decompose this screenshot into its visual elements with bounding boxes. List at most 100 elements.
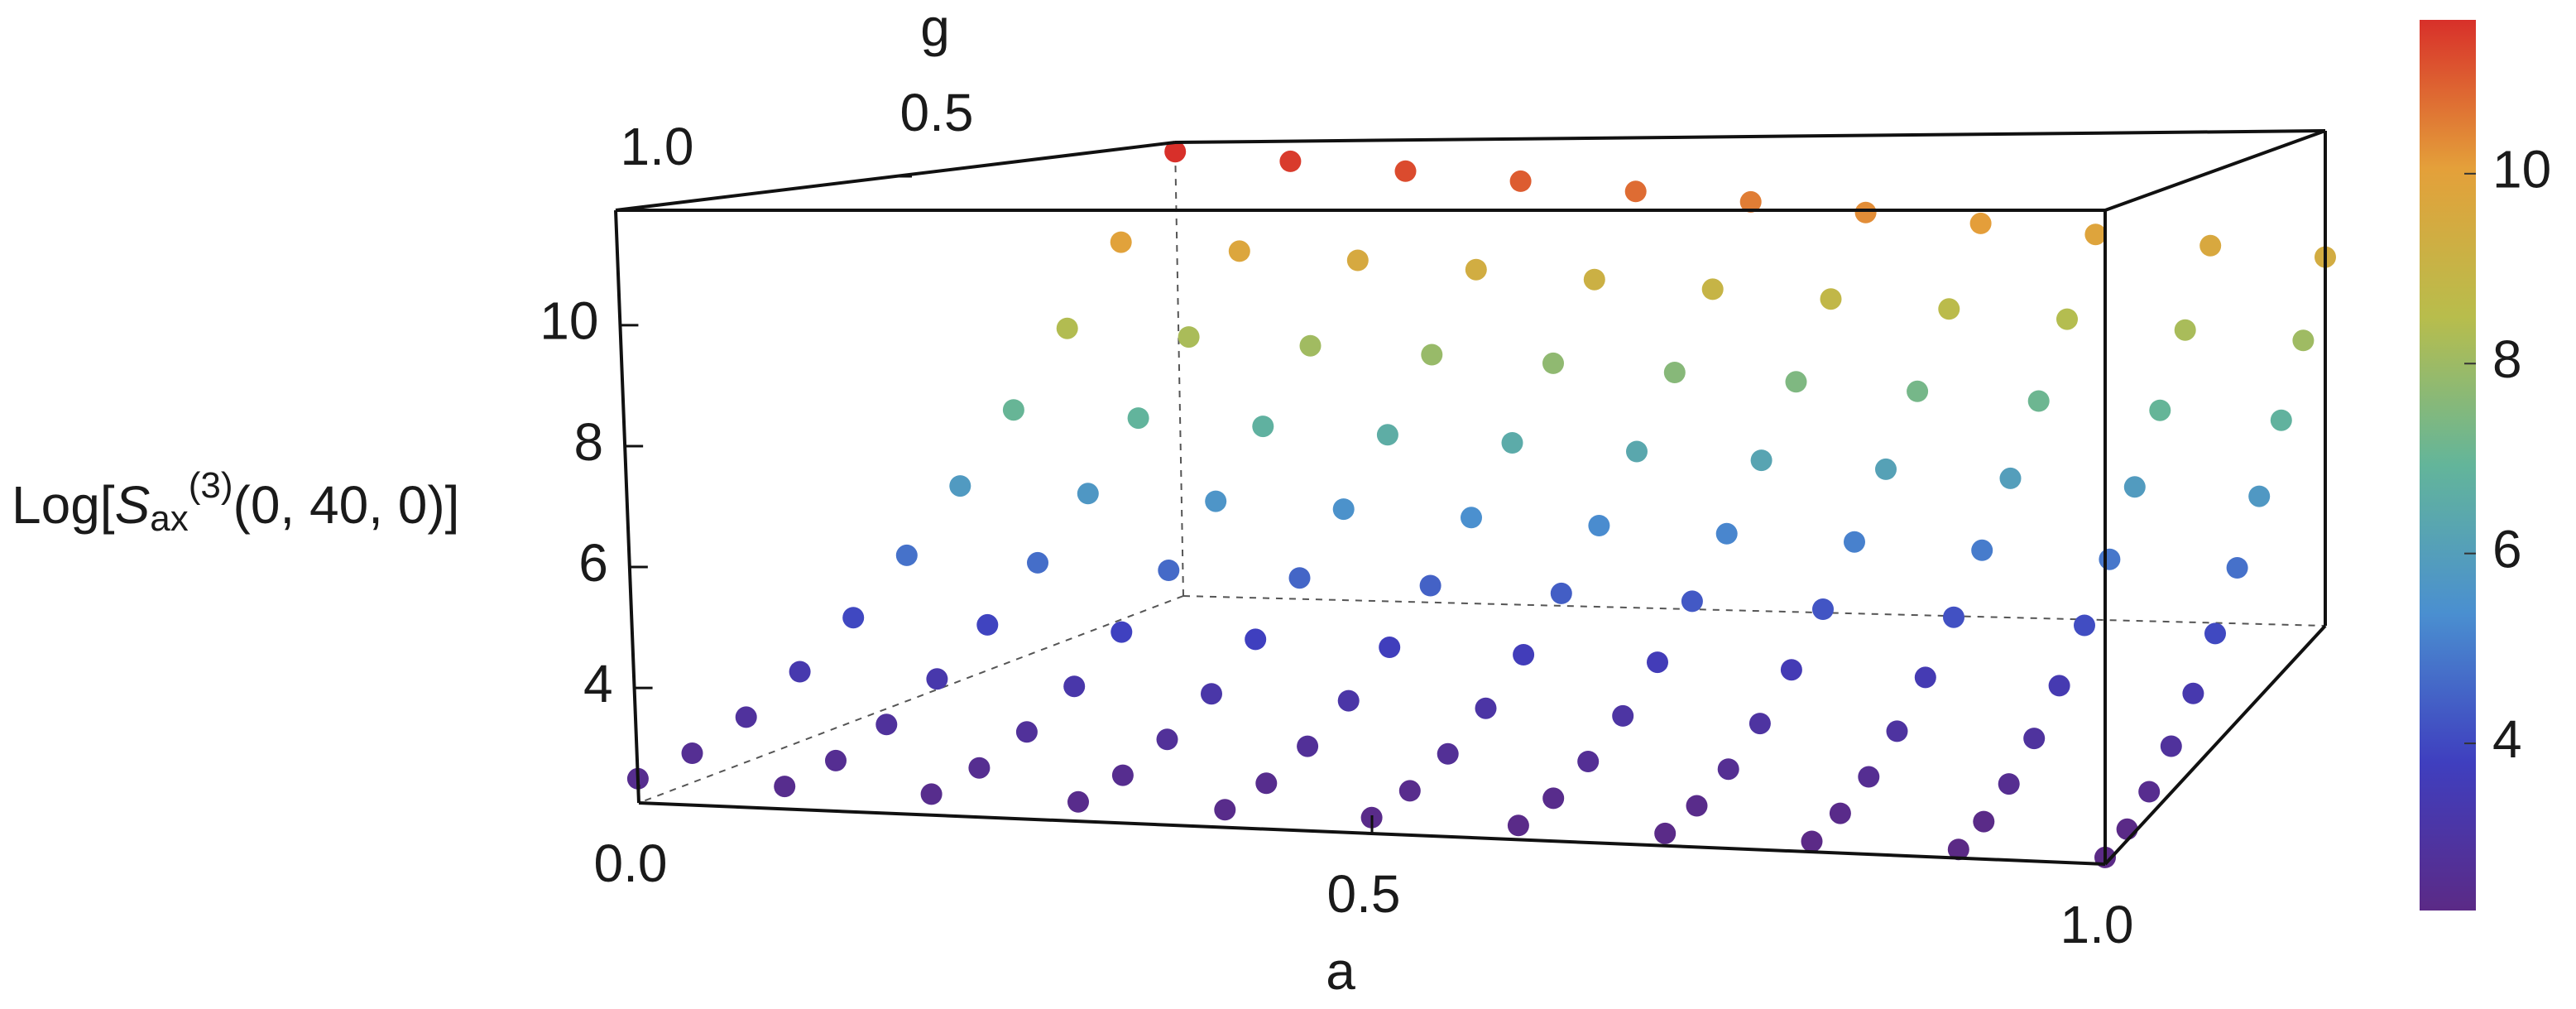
data-point (2199, 234, 2222, 257)
data-point (1998, 773, 2020, 795)
data-point (1509, 170, 1532, 192)
data-point (1588, 515, 1610, 536)
data-point (1914, 666, 1936, 689)
data-point (1475, 697, 1497, 719)
data-point (1626, 440, 1648, 463)
data-point (2248, 485, 2271, 507)
data-point (1245, 628, 1267, 651)
data-point (1947, 838, 1969, 861)
data-point (1002, 399, 1024, 421)
box-edge (638, 595, 1184, 804)
data-point (926, 668, 948, 690)
data-point (789, 661, 811, 683)
data-point (1612, 704, 1634, 727)
data-point (1398, 780, 1421, 802)
data-point (1111, 621, 1133, 643)
data-point (1507, 814, 1529, 837)
data-point (1158, 560, 1180, 581)
data-point (2023, 728, 2046, 750)
box-edge (1174, 129, 2326, 144)
data-point (1110, 231, 1132, 253)
data-point (1376, 424, 1398, 446)
data-point (1279, 150, 1302, 172)
data-point (1550, 582, 1572, 604)
data-point (2123, 476, 2146, 498)
data-point (2160, 735, 2182, 757)
data-point (968, 757, 991, 779)
data-point (1542, 352, 1564, 374)
data-point (895, 544, 918, 566)
data-point (1654, 822, 1677, 844)
data-point (1749, 713, 1771, 735)
data-point (1686, 795, 1708, 817)
data-point (2048, 675, 2070, 697)
data-point (1056, 317, 1078, 339)
data-point (1214, 799, 1236, 821)
data-point (1127, 407, 1149, 430)
data-point (2138, 781, 2161, 803)
data-point (920, 783, 943, 805)
z-label-part: S (115, 475, 151, 535)
data-point (1288, 567, 1311, 589)
z-label-part: ax (150, 498, 188, 539)
data-point (2116, 818, 2138, 840)
y-axis-label: g (920, 0, 950, 57)
box-edge (614, 209, 640, 804)
data-point (1943, 606, 1964, 628)
z-label-part: Log[ (12, 475, 115, 535)
data-point (1542, 787, 1565, 810)
data-point (949, 475, 971, 497)
data-point (875, 714, 898, 736)
box-edge (2104, 129, 2326, 212)
data-point (774, 776, 796, 798)
x-tick-label: 1.0 (2060, 895, 2134, 954)
data-point (2084, 223, 2107, 246)
x-tick-label: 0.0 (594, 834, 668, 893)
data-point (1337, 689, 1360, 712)
colorbar-tick-label: 6 (2492, 520, 2522, 579)
data-point (1299, 334, 1322, 357)
data-point (1419, 574, 1442, 597)
box-edge (2103, 624, 2327, 866)
data-point (2182, 682, 2204, 704)
data-point (1015, 721, 1038, 743)
data-point (1973, 810, 1995, 833)
data-point (1701, 278, 1724, 300)
data-point (1379, 637, 1401, 658)
data-point (1750, 449, 1772, 472)
data-point (1971, 539, 1993, 561)
data-point (1111, 764, 1134, 786)
data-point (1027, 551, 1048, 574)
data-point (1461, 507, 1482, 529)
data-point (1252, 416, 1274, 438)
data-point (1077, 483, 1099, 505)
data-point (1205, 490, 1227, 512)
data-point (1421, 344, 1443, 366)
z-label-part: (0, 40, 0)] (233, 475, 460, 535)
y-tick-label: 0.5 (900, 83, 974, 142)
data-point (1858, 766, 1880, 788)
data-point (1739, 190, 1762, 213)
data-point (1063, 675, 1086, 698)
data-point (1907, 380, 1929, 402)
data-point (2226, 557, 2248, 579)
data-point (1854, 201, 1877, 223)
data-point (1886, 720, 1908, 742)
data-point (1501, 432, 1523, 454)
box-edge (1174, 142, 1184, 597)
data-point (1812, 598, 1834, 620)
data-point (681, 742, 703, 764)
data-point (1938, 298, 1960, 320)
data-point (2270, 409, 2292, 431)
data-point (2174, 319, 2196, 341)
data-point (2056, 308, 2078, 330)
data-point (1780, 659, 1802, 681)
data-point (1577, 751, 1600, 772)
data-point (1346, 249, 1369, 271)
data-point (1820, 288, 1842, 310)
data-point (842, 607, 865, 629)
data-point (1829, 802, 1851, 824)
data-point (825, 749, 847, 771)
data-point (976, 613, 999, 636)
